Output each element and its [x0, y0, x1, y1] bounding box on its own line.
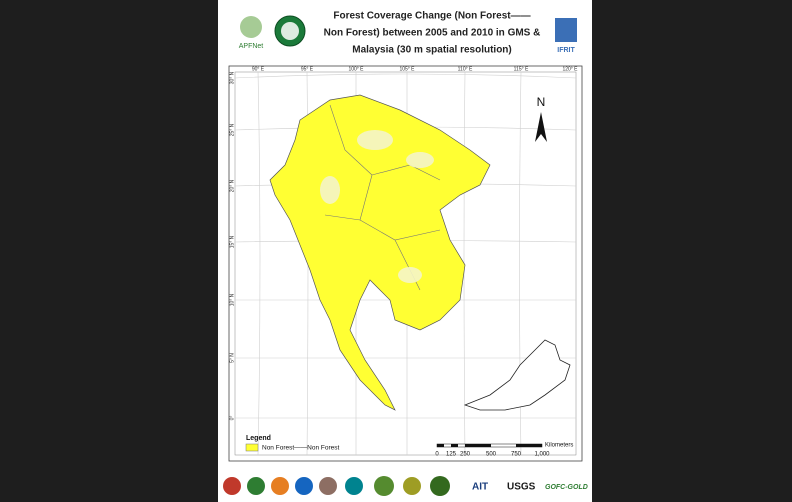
- lat-label: 10° N: [229, 293, 235, 306]
- scale-unit: Kilometers: [545, 443, 573, 449]
- lat-label: 5° N: [229, 353, 235, 363]
- mainland: [269, 94, 491, 411]
- ifrit-emblem: [555, 18, 577, 42]
- logo-text: USGS: [507, 482, 536, 493]
- logo-text: IFRIT: [557, 47, 575, 54]
- legend-title: Legend: [246, 435, 271, 442]
- lon-label: 105° E: [399, 66, 415, 72]
- scale-tick: 750: [511, 452, 522, 458]
- logo-text: AIT: [472, 482, 488, 493]
- borneo: [463, 339, 571, 411]
- emblem-inner: [281, 22, 299, 40]
- lat-label: 30° N: [229, 71, 235, 84]
- title-line: Non Forest) between 2005 and 2010 in GMS…: [324, 28, 541, 39]
- footer-logos: [223, 476, 450, 496]
- lon-label: 90° E: [252, 66, 265, 72]
- title-line: Malaysia (30 m spatial resolution): [352, 45, 512, 56]
- legend-swatch: [245, 443, 259, 452]
- scale-tick: 1,000: [534, 452, 550, 458]
- lon-label: 115° E: [514, 66, 529, 72]
- lat-label: 25° N: [229, 123, 235, 136]
- scale-tick: 250: [460, 452, 471, 458]
- north-arrow: [535, 112, 547, 142]
- apfnet-emblem: [240, 16, 262, 38]
- lon-label: 110° E: [458, 66, 473, 72]
- scale-tick: 0: [435, 452, 439, 458]
- logo-text: GOFC-GOLD: [545, 484, 588, 491]
- legend-label: Non Forest——Non Forest: [262, 445, 339, 452]
- scale-tick: 125: [446, 452, 457, 458]
- lon-label: 95° E: [301, 66, 314, 72]
- non-yellow-patches: [320, 130, 434, 283]
- lat-label: 20° N: [229, 179, 235, 192]
- scale-labels: 0 125 250 500 750 1,000: [435, 452, 550, 458]
- lon-labels: 90° E 95° E 100° E 105° E 110° E 115° E …: [252, 66, 578, 72]
- title-line: Forest Coverage Change (Non Forest——: [333, 11, 530, 22]
- lat-label: 15° N: [229, 235, 235, 248]
- lon-label: 100° E: [348, 66, 364, 72]
- lat-labels: 30° N 25° N 20° N 15° N 10° N 5° N 0°: [229, 71, 235, 420]
- north-label: N: [537, 95, 546, 109]
- lat-label: 0°: [229, 416, 235, 421]
- map-inner-frame: [234, 71, 577, 456]
- scale-tick: 500: [486, 452, 497, 458]
- lon-label: 120° E: [562, 66, 578, 72]
- scale-bar: [436, 443, 543, 448]
- logo-text: APFNet: [239, 43, 264, 50]
